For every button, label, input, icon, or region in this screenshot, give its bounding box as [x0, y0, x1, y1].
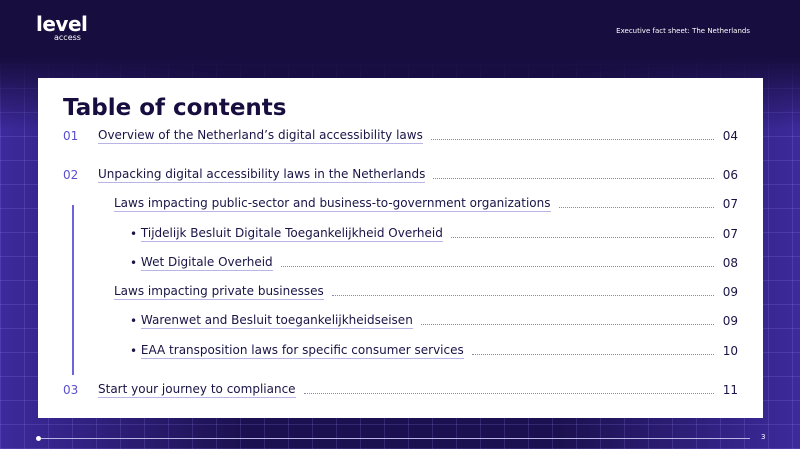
toc-card: Table of contents 01 Overview of the Neth… — [38, 78, 763, 418]
entry-number: 01 — [63, 129, 79, 143]
dot-leader — [450, 236, 714, 238]
entry-text: Overview of the Netherland’s digital acc… — [98, 128, 423, 144]
dot-leader — [558, 206, 714, 208]
section-rule — [72, 205, 74, 375]
entry-text: Tijdelijk Besluit Digitale Toegankelijkh… — [140, 226, 443, 242]
bullet: • — [130, 256, 141, 270]
toc-entry[interactable]: 01 Overview of the Netherland’s digital a… — [38, 127, 738, 145]
entry-page: 09 — [722, 285, 738, 299]
dot-leader — [303, 392, 714, 394]
entry-text: Wet Digitale Overheid — [140, 255, 273, 271]
entry-number: 02 — [63, 168, 79, 182]
entry-text: Laws impacting public-sector and busines… — [114, 196, 551, 212]
entry-text: Warenwet and Besluit toegankelijkheidsei… — [140, 313, 413, 329]
entry-text: EAA transposition laws for specific cons… — [140, 343, 464, 359]
toc-entry[interactable]: 03 Start your journey to compliance 11 — [38, 381, 738, 399]
entry-page: 06 — [722, 168, 738, 182]
entry-page: 11 — [722, 383, 738, 397]
entry-page: 07 — [722, 197, 738, 211]
bullet: • — [130, 227, 141, 241]
entry-number: 03 — [63, 383, 79, 397]
toc-entry[interactable]: • EAA transposition laws for specific co… — [38, 342, 738, 360]
dot-leader — [280, 265, 714, 267]
entry-text: Laws impacting private businesses — [114, 284, 324, 300]
toc-entry[interactable]: Laws impacting private businesses 09 — [38, 283, 738, 301]
toc-entry[interactable]: • Warenwet and Besluit toegankelijkheids… — [38, 312, 738, 330]
entry-page: 10 — [722, 344, 738, 358]
footer-line — [38, 438, 750, 439]
header-subtitle: Executive fact sheet: The Netherlands — [616, 27, 750, 35]
toc-entry[interactable]: 02 Unpacking digital accessibility laws i… — [38, 166, 738, 184]
entry-page: 04 — [722, 129, 738, 143]
toc-title: Table of contents — [63, 95, 287, 121]
dot-leader — [430, 138, 714, 140]
entry-text: Unpacking digital accessibility laws in … — [98, 167, 426, 183]
page-number: 3 — [761, 433, 766, 441]
bullet: • — [130, 314, 141, 328]
dot-leader — [471, 353, 714, 355]
toc-entry[interactable]: Laws impacting public-sector and busines… — [38, 195, 738, 213]
bullet: • — [130, 344, 141, 358]
entry-page: 09 — [722, 314, 738, 328]
logo: level — [36, 12, 88, 36]
entry-page: 07 — [722, 227, 738, 241]
toc-entry[interactable]: • Wet Digitale Overheid 08 — [38, 254, 738, 272]
entry-text: Start your journey to compliance — [98, 382, 296, 398]
toc-entry[interactable]: • Tijdelijk Besluit Digitale Toegankelij… — [38, 225, 738, 243]
dot-leader — [331, 294, 714, 296]
footer-dot — [36, 436, 41, 441]
entry-page: 08 — [722, 256, 738, 270]
dot-leader — [433, 177, 714, 179]
logo-sub: access — [54, 33, 81, 42]
dot-leader — [420, 323, 714, 325]
